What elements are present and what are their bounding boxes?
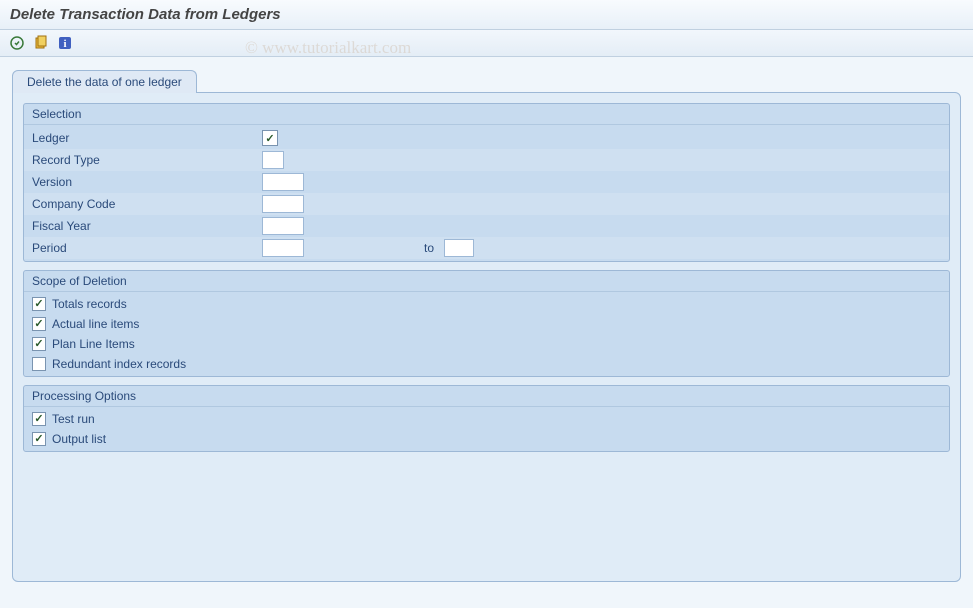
toolbar: i (0, 30, 973, 57)
period-to-input[interactable] (444, 239, 474, 257)
page-title: Delete Transaction Data from Ledgers (10, 6, 963, 23)
svg-text:i: i (63, 38, 66, 50)
redundant-index-row: Redundant index records (24, 354, 949, 374)
record-type-input[interactable] (262, 151, 284, 169)
execute-icon[interactable] (8, 34, 26, 52)
output-list-row: Output list (24, 429, 949, 449)
version-input[interactable] (262, 173, 304, 191)
actual-line-items-checkbox[interactable] (32, 317, 46, 331)
processing-title: Processing Options (24, 386, 949, 407)
processing-group: Processing Options Test run Output list (23, 385, 950, 452)
selection-group: Selection Ledger Record Type Version (23, 103, 950, 262)
plan-line-items-row: Plan Line Items (24, 334, 949, 354)
ledger-label: Ledger (32, 131, 262, 145)
tab-body: Selection Ledger Record Type Version (12, 92, 961, 582)
scope-content: Totals records Actual line items Plan Li… (24, 292, 949, 376)
company-code-row: Company Code (24, 193, 949, 215)
tab-delete-ledger[interactable]: Delete the data of one ledger (12, 70, 197, 93)
totals-records-label: Totals records (52, 297, 127, 311)
processing-content: Test run Output list (24, 407, 949, 451)
actual-line-items-row: Actual line items (24, 314, 949, 334)
ledger-input-helper[interactable] (262, 130, 278, 146)
version-label: Version (32, 175, 262, 189)
test-run-row: Test run (24, 409, 949, 429)
redundant-index-checkbox[interactable] (32, 357, 46, 371)
record-type-row: Record Type (24, 149, 949, 171)
test-run-checkbox[interactable] (32, 412, 46, 426)
scope-title: Scope of Deletion (24, 271, 949, 292)
redundant-index-label: Redundant index records (52, 357, 186, 371)
selection-title: Selection (24, 104, 949, 125)
company-code-input[interactable] (262, 195, 304, 213)
period-from-input[interactable] (262, 239, 304, 257)
version-row: Version (24, 171, 949, 193)
output-list-label: Output list (52, 432, 106, 446)
test-run-label: Test run (52, 412, 95, 426)
period-label: Period (32, 241, 262, 255)
fiscal-year-input[interactable] (262, 217, 304, 235)
actual-line-items-label: Actual line items (52, 317, 139, 331)
period-to-label: to (424, 241, 434, 255)
tab-container: Delete the data of one ledger Selection … (12, 69, 961, 582)
plan-line-items-checkbox[interactable] (32, 337, 46, 351)
selection-content: Ledger Record Type Version Company Code (24, 125, 949, 261)
variant-icon[interactable] (32, 34, 50, 52)
record-type-label: Record Type (32, 153, 262, 167)
scope-group: Scope of Deletion Totals records Actual … (23, 270, 950, 377)
totals-records-row: Totals records (24, 294, 949, 314)
output-list-checkbox[interactable] (32, 432, 46, 446)
fiscal-year-label: Fiscal Year (32, 219, 262, 233)
fiscal-year-row: Fiscal Year (24, 215, 949, 237)
totals-records-checkbox[interactable] (32, 297, 46, 311)
content-area: Delete the data of one ledger Selection … (0, 57, 973, 594)
ledger-row: Ledger (24, 127, 949, 149)
page-header: Delete Transaction Data from Ledgers (0, 0, 973, 30)
plan-line-items-label: Plan Line Items (52, 337, 135, 351)
company-code-label: Company Code (32, 197, 262, 211)
info-icon[interactable]: i (56, 34, 74, 52)
period-row: Period to (24, 237, 949, 259)
